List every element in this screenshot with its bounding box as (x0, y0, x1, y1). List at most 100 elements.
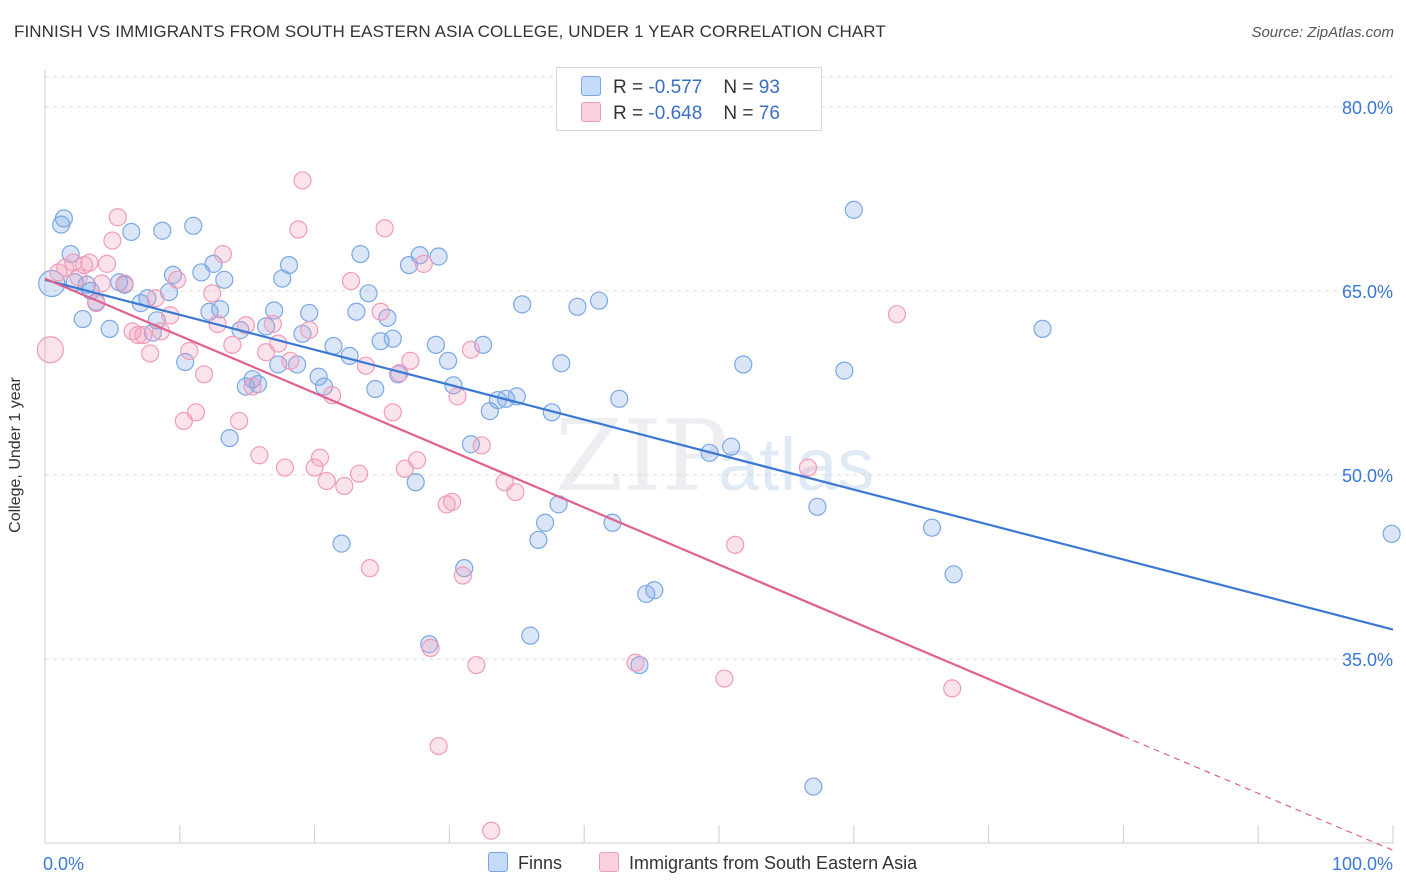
immigrants-point (798, 458, 818, 477)
finns-point (351, 244, 370, 264)
immigrants-point (236, 316, 255, 335)
finns-point (309, 367, 328, 386)
x-tick-label-end: 100.0% (1332, 854, 1393, 874)
trend-lines (44, 277, 1394, 851)
immigrants-point (36, 336, 64, 364)
n-label: N = (723, 103, 754, 124)
immigrants-point (80, 253, 99, 272)
finns-point (589, 291, 609, 310)
immigrants-swatch (581, 102, 601, 122)
immigrants-point (203, 284, 222, 303)
immigrants-point (467, 655, 486, 675)
finns-point (265, 301, 284, 320)
immigrants-point (349, 464, 369, 483)
n-value: 93 (758, 77, 780, 98)
finns-point (529, 530, 548, 550)
immigrants-point (305, 458, 324, 477)
immigrants-point (310, 448, 330, 467)
immigrants-point (943, 679, 962, 698)
immigrants-point (141, 344, 160, 363)
tick-labels: 35.0% 50.0% 65.0% 80.0% 0.0% 100.0% (43, 98, 1393, 874)
finns-point (243, 370, 262, 389)
finns-point (610, 389, 629, 408)
finns-point (176, 352, 195, 372)
immigrants-point (472, 436, 491, 455)
legend-item-finns[interactable]: Finns (488, 852, 562, 874)
finns-point (54, 209, 73, 228)
finns-point (734, 355, 753, 374)
finns-point (808, 497, 827, 516)
immigrants-point (461, 340, 481, 359)
stats-legend: R = -0.577 N = 93 R = -0.648 N = 76 (556, 67, 822, 131)
immigrants-point (715, 669, 734, 688)
legend-label-finns: Finns (518, 853, 563, 873)
source-label: Source: ZipAtlas.com (1251, 24, 1394, 41)
n-label: N = (723, 77, 754, 98)
immigrants-point (115, 274, 134, 293)
finns-point (1382, 524, 1401, 543)
immigrants-point (250, 446, 269, 465)
immigrants-trend-line (44, 277, 1124, 738)
immigrants-point (186, 403, 206, 422)
immigrants-point (371, 302, 390, 321)
finns-point (944, 565, 963, 584)
finns-point (279, 255, 299, 275)
stats-row-immigrants: R = -0.648 N = 76 (581, 102, 780, 126)
finns-point (220, 428, 239, 448)
immigrants-point (726, 535, 745, 554)
finns-point (455, 559, 474, 578)
immigrants-point (429, 736, 448, 756)
immigrants-point (168, 270, 187, 289)
finns-point (1033, 319, 1052, 338)
axes (44, 70, 1394, 844)
finns-point (426, 335, 446, 354)
immigrants-point (482, 821, 501, 840)
immigrants-point (134, 325, 153, 345)
immigrants-point (97, 254, 117, 273)
finns-point (552, 354, 571, 373)
r-value: -0.577 (648, 77, 703, 98)
immigrants-point (243, 377, 262, 396)
finns-point (568, 297, 587, 316)
finns-point (38, 269, 66, 298)
finns-point (347, 302, 366, 321)
immigrants-point (300, 321, 319, 340)
finns-point (804, 777, 823, 796)
series-legend: Finns Immigrants from South Eastern Asia (0, 852, 1406, 878)
immigrants-point (281, 351, 300, 370)
immigrants-point (442, 492, 462, 511)
y-tick-label: 65.0% (1342, 282, 1393, 302)
finns-point (73, 309, 92, 329)
immigrants-trend-extension (1123, 735, 1394, 851)
finns-trend-line (44, 278, 1394, 631)
immigrants-point (194, 365, 214, 384)
finns-point (383, 329, 402, 348)
immigrants-point (421, 638, 440, 658)
finns-point (359, 284, 378, 303)
immigrants-point (180, 341, 199, 361)
finns-point (722, 437, 741, 456)
finns-point (340, 346, 359, 365)
stats-row-finns: R = -0.577 N = 93 (581, 76, 780, 100)
immigrants-point (146, 289, 165, 308)
finns-point (378, 308, 397, 327)
r-label: R = (613, 77, 644, 98)
grid-lines (45, 76, 1393, 660)
legend-item-immigrants[interactable]: Immigrants from South Eastern Asia (599, 852, 917, 874)
immigrants-point (128, 325, 148, 345)
finns-point (438, 351, 458, 370)
finns-point (153, 221, 172, 240)
finns-point (300, 303, 319, 323)
immigrants-point (317, 471, 336, 491)
immigrants-point (335, 476, 354, 496)
finns-point (211, 300, 230, 319)
y-tick-label: 80.0% (1342, 98, 1393, 118)
immigrants-point (275, 458, 295, 477)
immigrants-point (401, 351, 420, 370)
finns-point (204, 254, 223, 273)
n-value: 76 (758, 103, 780, 124)
immigrants-point (108, 208, 127, 227)
finns-point (332, 534, 351, 553)
immigrants-point (289, 220, 308, 239)
